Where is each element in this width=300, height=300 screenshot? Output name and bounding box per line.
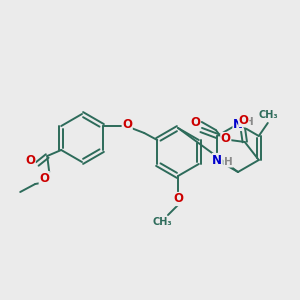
Text: N: N: [233, 118, 243, 130]
Text: CH₃: CH₃: [152, 217, 172, 227]
Text: H: H: [224, 157, 233, 167]
Text: O: O: [39, 172, 49, 184]
Text: N: N: [212, 154, 222, 166]
Text: O: O: [122, 118, 132, 131]
Text: O: O: [221, 133, 231, 146]
Text: O: O: [173, 193, 183, 206]
Text: O: O: [25, 154, 35, 167]
Text: H: H: [244, 117, 253, 127]
Text: O: O: [239, 113, 249, 127]
Text: O: O: [190, 116, 200, 128]
Text: CH₃: CH₃: [259, 110, 279, 120]
